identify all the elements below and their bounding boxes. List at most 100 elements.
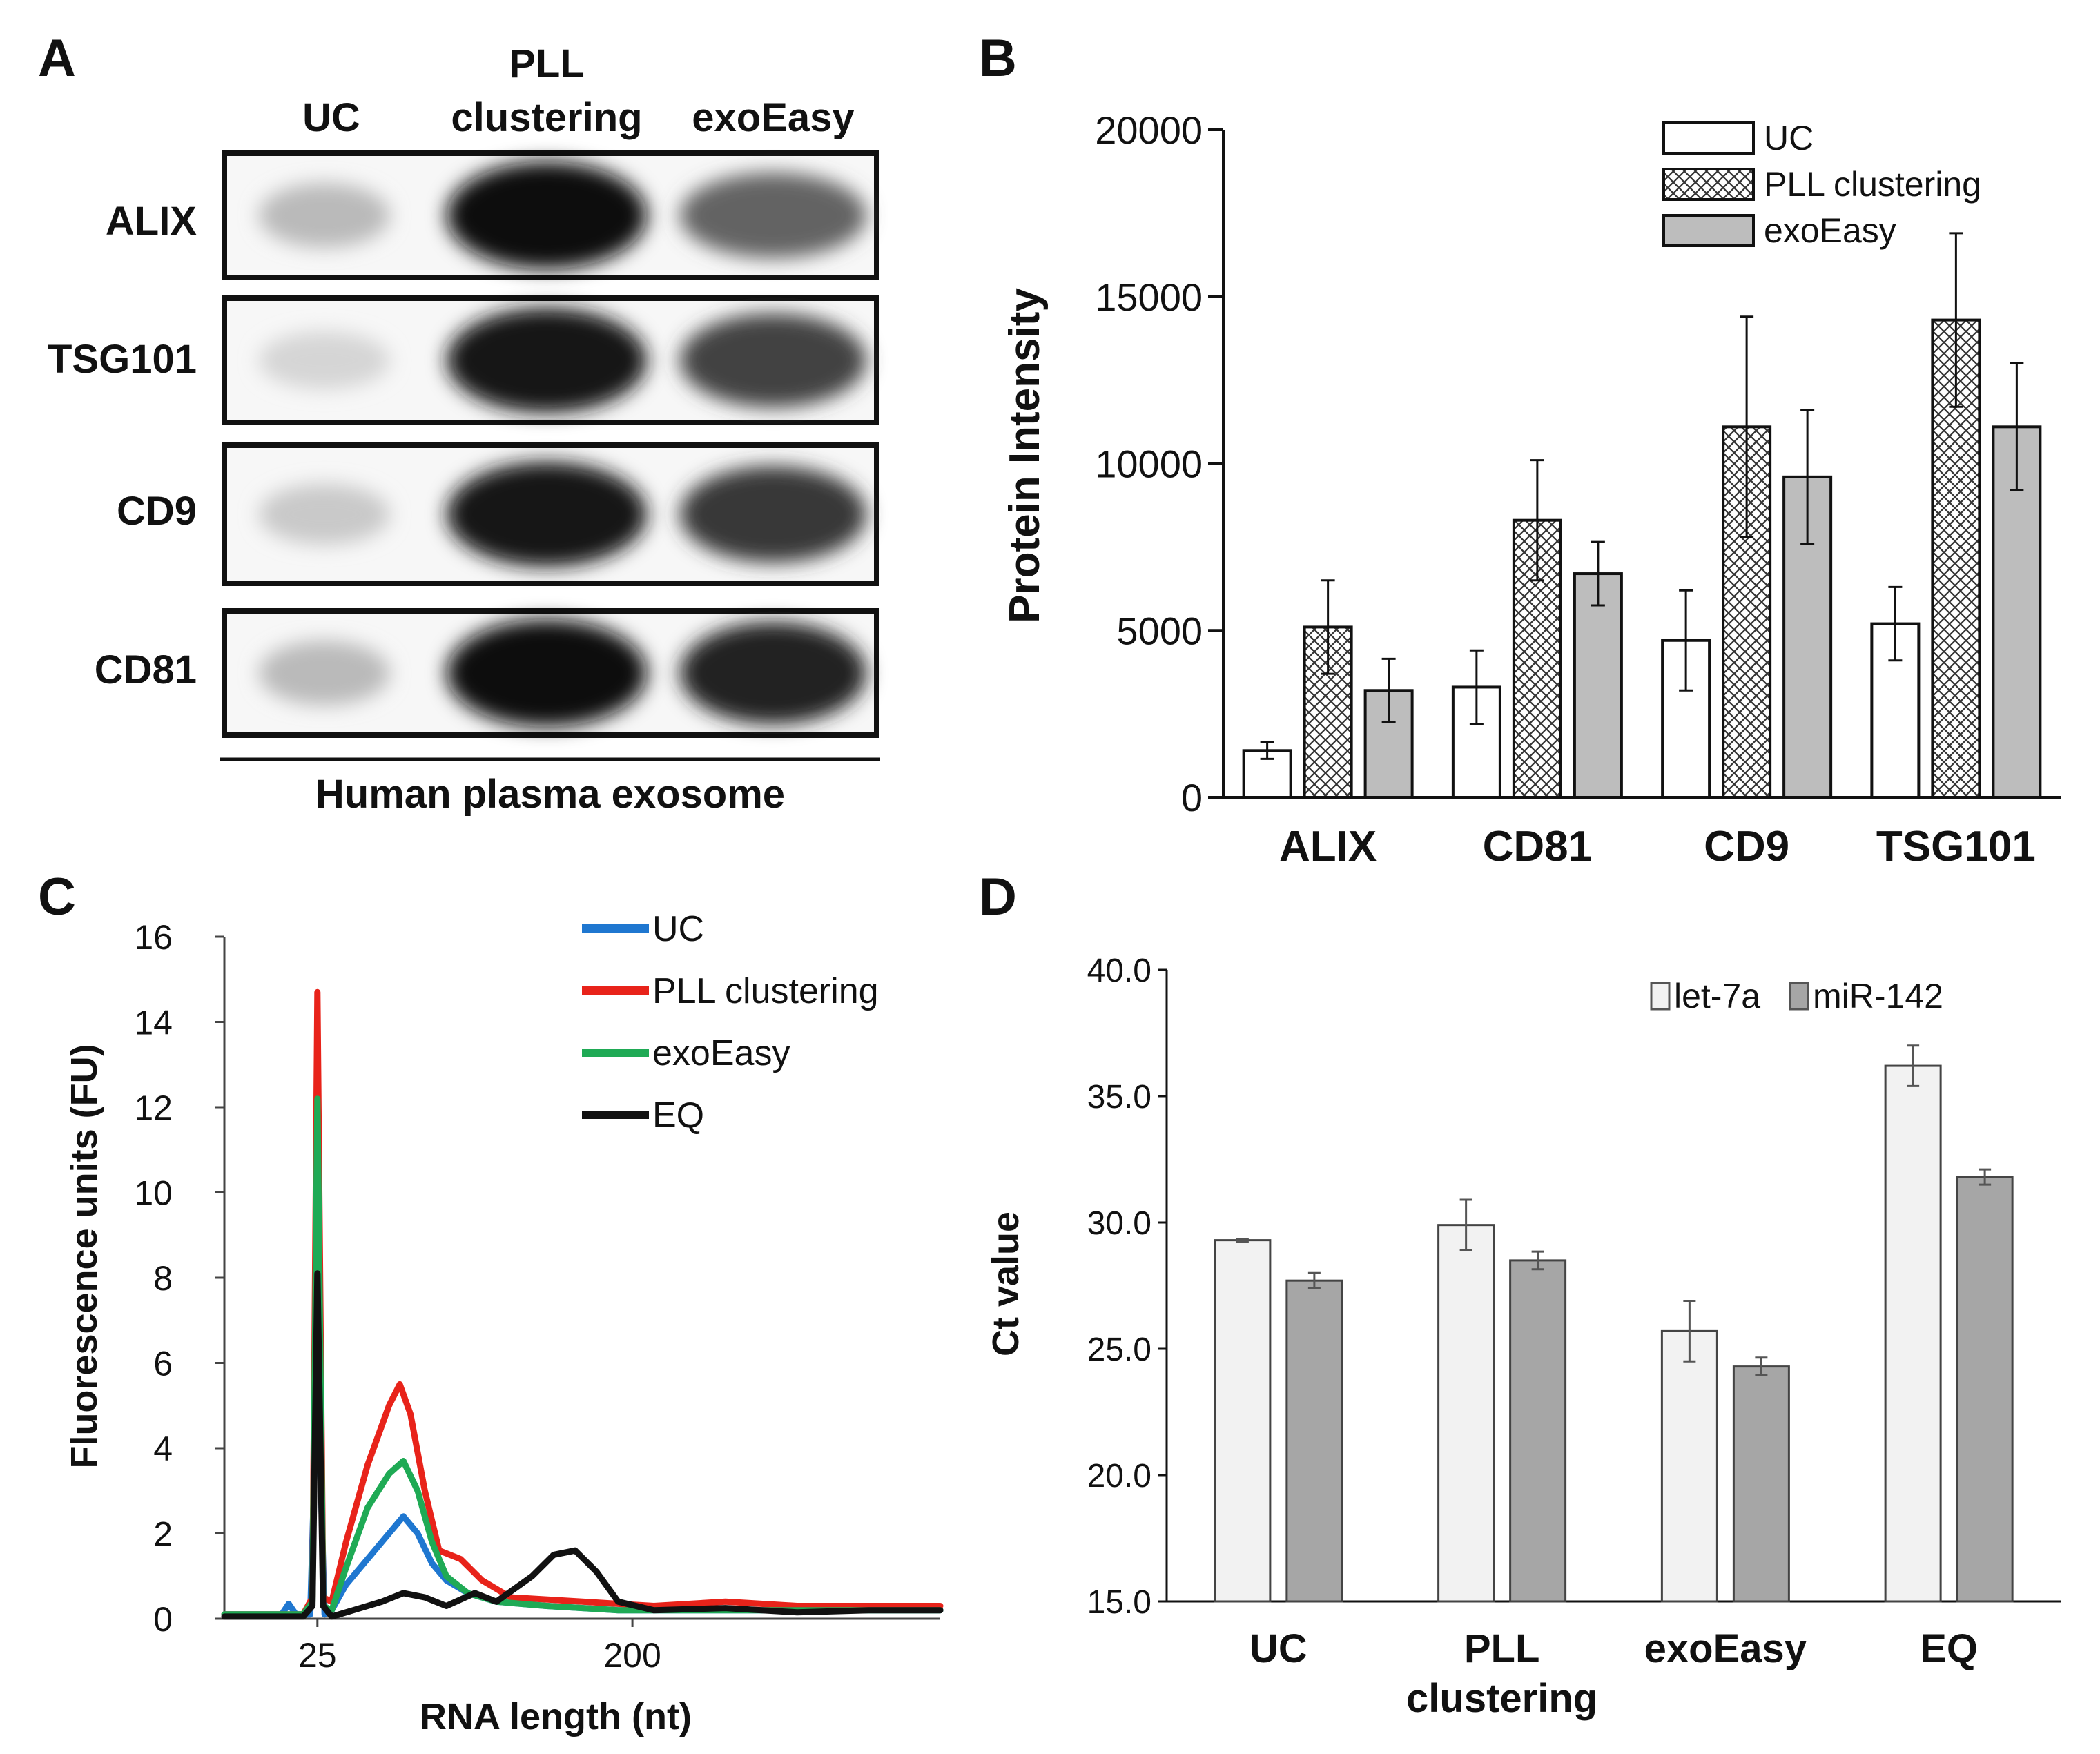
chart-d-ytick-label: 25.0 — [1087, 1332, 1151, 1368]
blot-band-cd81-uc — [259, 641, 390, 705]
chart-c-ytick-label: 2 — [153, 1515, 173, 1554]
chart-d-ytick-label: 15.0 — [1087, 1584, 1151, 1621]
chart-d-ytick-label: 35.0 — [1087, 1079, 1151, 1115]
legend-label-exoeasy: exoEasy — [1764, 211, 1896, 250]
blot-band-cd81-pll — [447, 619, 647, 727]
chart-b-category-label: ALIX — [1279, 823, 1377, 870]
legend-swatch-mir142 — [1789, 982, 1809, 1011]
panel-a: A UC PLL clustering exoEasy ALIX TSG101 … — [38, 29, 880, 817]
chart-c-xlabel: RNA length (nt) — [420, 1696, 692, 1737]
blot-row-alix: ALIX — [106, 150, 879, 280]
chart-c-legend: UC PLL clustering exoEasy EQ — [582, 909, 879, 1136]
blot-band-alix-pll — [447, 162, 647, 269]
blot-band-tsg101-exoeasy — [680, 313, 866, 407]
chart-c-ytick-label: 0 — [153, 1600, 173, 1639]
chart-b: 0 5000 10000 15000 20000 ALIX CD81 CD9 TSG101 — [1095, 108, 2061, 870]
legend-swatch-uc — [1662, 121, 1755, 155]
blot-bands-cd81 — [259, 619, 866, 727]
chart-d-bar — [1732, 1365, 1790, 1603]
chart-d-ytick-label: 20.0 — [1087, 1458, 1151, 1494]
legend-swatch-pll — [1662, 168, 1755, 201]
chart-b-ytick-label: 20000 — [1095, 108, 1203, 152]
chart-b-ytick-label: 10000 — [1095, 442, 1203, 486]
legend-label-uc: UC — [652, 909, 704, 949]
panel-d-label: D — [979, 868, 1017, 926]
blot-band-cd9-uc — [259, 484, 390, 545]
legend-swatch-let7a — [1650, 982, 1671, 1011]
blot-band-tsg101-uc — [259, 331, 390, 389]
chart-d-ytick-label: 30.0 — [1087, 1205, 1151, 1242]
chart-c-ytick-label: 12 — [134, 1089, 173, 1127]
chart-b-ylabel: Protein Intensity — [1001, 288, 1049, 623]
chart-d-legend: let-7a miR-142 — [1650, 977, 1943, 1015]
chart-d-bar — [1509, 1259, 1567, 1603]
panel-d: D Ct value 15.0 20.0 25.0 30.0 35.0 40.0 UC PLL… — [979, 868, 2061, 1721]
panel-b: B Protein Intensity 0 5000 10000 15000 20000… — [979, 29, 2061, 870]
chart-c-ytick-label: 8 — [153, 1259, 173, 1298]
chart-c-ylabel: Fluorescence units (FU) — [64, 1044, 105, 1468]
legend-label-eq: EQ — [652, 1095, 704, 1136]
legend-label-pll: PLL clustering — [1764, 165, 1981, 204]
blot-bands-alix — [259, 162, 866, 269]
blot-band-cd81-exoeasy — [680, 622, 866, 724]
chart-d-category-label: clustering — [1406, 1676, 1597, 1721]
lane-label-exoeasy: exoEasy — [692, 95, 854, 140]
blot-row-cd81: CD81 — [95, 608, 879, 738]
blot-band-cd9-pll — [447, 462, 647, 567]
chart-b-bar — [1573, 572, 1623, 799]
blot-bands-tsg101 — [259, 308, 866, 413]
chart-c-series-line — [221, 1364, 944, 1618]
blot-band-tsg101-pll — [447, 308, 647, 413]
lane-label-pll-line2: clustering — [451, 95, 642, 140]
blot-row-cd9: CD9 — [117, 442, 879, 586]
blot-label-tsg101: TSG101 — [48, 337, 197, 382]
blot-label-alix: ALIX — [106, 199, 197, 244]
chart-c-xtick-label: 200 — [603, 1636, 661, 1675]
panel-a-label: A — [38, 29, 76, 88]
chart-d-ylabel: Ct value — [985, 1211, 1027, 1356]
chart-d-bar — [1884, 1064, 1942, 1603]
chart-d: 15.0 20.0 25.0 30.0 35.0 40.0 UC PLL clustering e… — [1087, 953, 2061, 1721]
blot-band-cd9-exoeasy — [680, 466, 866, 563]
chart-b-ytick-label: 0 — [1181, 776, 1203, 819]
blot-band-alix-uc — [259, 183, 390, 248]
chart-b-category-label: CD9 — [1704, 823, 1789, 870]
blot-row-tsg101: TSG101 — [48, 295, 879, 425]
chart-d-category-label: EQ — [1920, 1626, 1978, 1671]
panel-b-label: B — [979, 29, 1017, 88]
legend-label-exoeasy: exoEasy — [652, 1033, 790, 1073]
legend-label-let7a: let-7a — [1674, 977, 1760, 1015]
legend-label-pll: PLL clustering — [652, 971, 879, 1011]
chart-d-bar — [1285, 1279, 1343, 1603]
blot-label-cd9: CD9 — [117, 489, 197, 534]
chart-c-xtick-label: 25 — [298, 1636, 337, 1675]
chart-d-bar — [1437, 1224, 1495, 1603]
chart-d-bar — [1214, 1239, 1272, 1603]
legend-label-mir142: miR-142 — [1813, 977, 1943, 1015]
chart-c-ytick-label: 4 — [153, 1430, 173, 1468]
chart-c-ytick-label: 6 — [153, 1345, 173, 1383]
chart-b-bar — [1512, 518, 1562, 799]
chart-d-bar — [1660, 1329, 1718, 1603]
chart-c-series-line — [221, 988, 944, 1618]
chart-b-ytick-label: 15000 — [1095, 275, 1203, 319]
chart-b-ytick-label: 5000 — [1116, 609, 1203, 652]
panel-c-label: C — [38, 868, 76, 926]
chart-b-legend: UC PLL clustering exoEasy — [1662, 119, 1981, 250]
blot-footer: Human plasma exosome — [315, 772, 785, 817]
chart-c-ytick-label: 14 — [134, 1004, 173, 1042]
chart-d-category-label: PLL — [1464, 1626, 1540, 1671]
blot-label-cd81: CD81 — [95, 647, 197, 692]
blot-bands-cd9 — [259, 462, 866, 567]
panel-c: C Fluorescence units (FU) RNA length (nt… — [38, 868, 944, 1737]
chart-d-category-label: exoEasy — [1644, 1626, 1807, 1671]
chart-b-category-label: TSG101 — [1876, 823, 2036, 870]
legend-label-uc: UC — [1764, 119, 1814, 157]
chart-c-ytick-label: 10 — [134, 1174, 173, 1213]
legend-swatch-exoeasy — [1662, 214, 1755, 247]
chart-c: 0 2 4 6 8 10 12 14 16 25 200 — [134, 918, 944, 1675]
chart-d-bar — [1956, 1176, 2014, 1603]
lane-label-uc: UC — [302, 95, 360, 140]
blot-band-alix-exoeasy — [680, 173, 866, 258]
